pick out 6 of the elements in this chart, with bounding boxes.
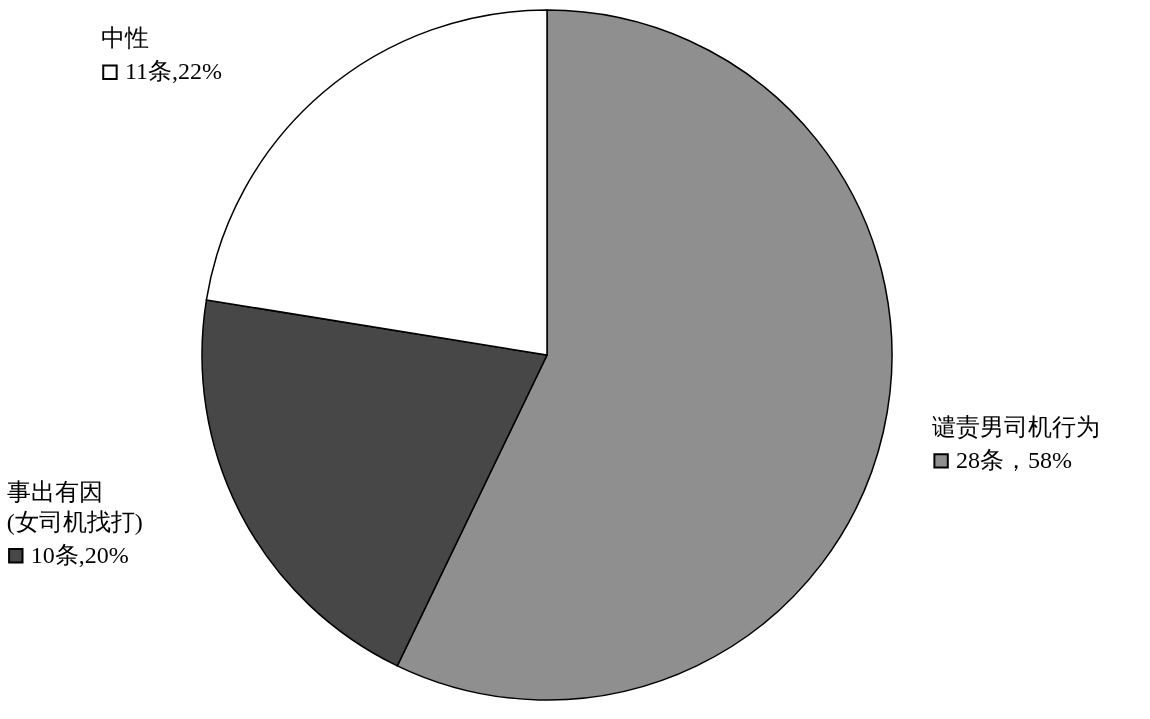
data-label: 11条,22% — [124, 58, 223, 85]
data-label: 28条，58% — [956, 446, 1073, 473]
slice-label: 中性 — [100, 25, 149, 52]
slice-label: 事出有因 (女司机找打) — [6, 478, 143, 535]
slice-label: 谴责男司机行为 — [932, 413, 1101, 440]
data-label: 10条,20% — [30, 541, 129, 568]
